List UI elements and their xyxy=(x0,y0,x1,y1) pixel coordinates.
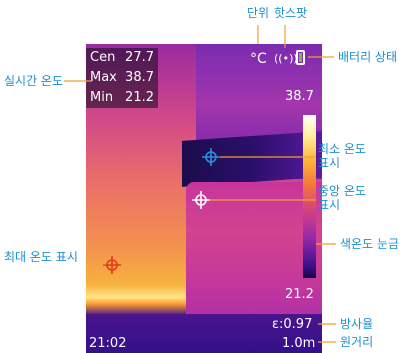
max-temp-crosshair-icon xyxy=(103,256,121,274)
floor-area xyxy=(86,314,322,353)
callout-emissivity: 방사율 xyxy=(340,317,374,331)
realtime-temp-readout: Cen 27.7 Max 38.7 Min 21.2 xyxy=(86,48,158,108)
readout-label: Max xyxy=(90,70,117,85)
distance-value: 1.0m xyxy=(282,336,316,351)
readout-label: Cen xyxy=(90,50,116,65)
hotspot-icon: ((•)) xyxy=(274,52,298,65)
callout-max-temp-display: 최대 온도 표시 xyxy=(4,250,78,264)
center-crosshair-icon xyxy=(192,191,210,209)
emissivity-value: ε:0.97 xyxy=(272,317,313,332)
callout-distance: 원거리 xyxy=(340,335,374,349)
unit-indicator: °C xyxy=(250,51,267,67)
callout-color-scale: 색온도 눈금 xyxy=(340,237,400,251)
readout-value: 27.7 xyxy=(125,50,154,65)
scale-min-value: 21.2 xyxy=(285,287,314,302)
callout-hotspot: 핫스팟 xyxy=(274,6,308,20)
readout-row-min: Min 21.2 xyxy=(86,88,158,108)
readout-row-max: Max 38.7 xyxy=(86,68,158,88)
callout-unit: 단위 xyxy=(247,6,270,20)
battery-icon xyxy=(296,50,305,65)
readout-value: 21.2 xyxy=(125,90,154,105)
readout-label: Min xyxy=(90,90,114,105)
clock-time: 21:02 xyxy=(89,336,127,351)
callout-realtime-temp: 실시간 온도 xyxy=(4,74,64,88)
callout-min-temp-display: 최소 온도 표시 xyxy=(318,142,366,170)
readout-row-center: Cen 27.7 xyxy=(86,48,158,68)
thermal-screen xyxy=(86,44,322,353)
callout-battery: 배터리 상태 xyxy=(338,50,398,64)
callout-center-temp-display: 중앙 온도 표시 xyxy=(318,184,366,212)
color-scale-bar xyxy=(303,115,316,278)
min-temp-crosshair-icon xyxy=(202,148,220,166)
readout-value: 38.7 xyxy=(125,70,154,85)
scale-max-value: 38.7 xyxy=(285,89,314,104)
